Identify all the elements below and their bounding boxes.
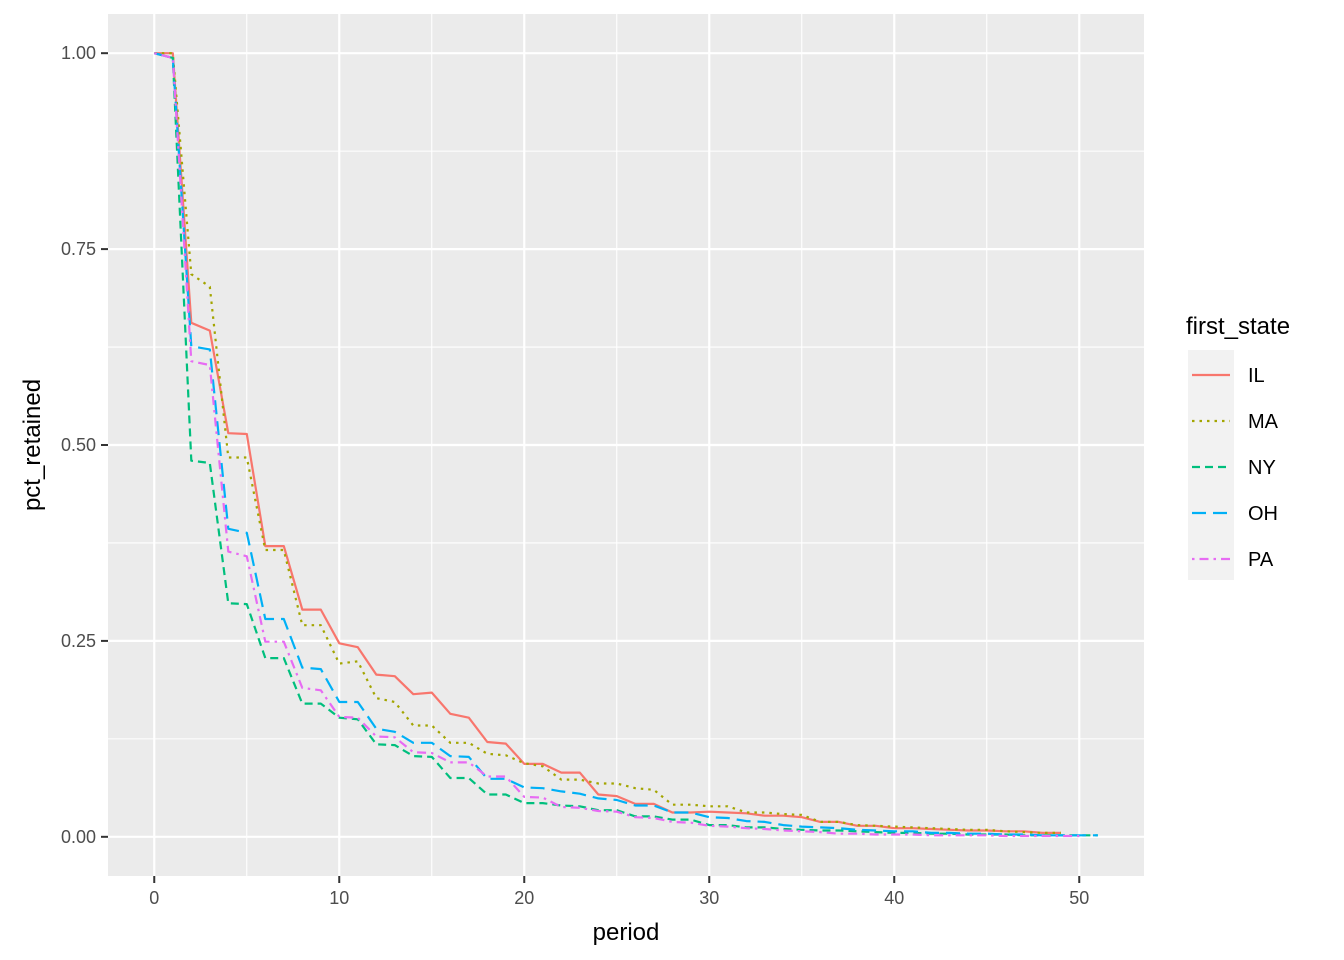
y-axis-ticks: 0.00 0.25 0.50 0.75 1.00: [61, 43, 108, 847]
legend-label-pa: PA: [1248, 549, 1274, 571]
series-line-il: [154, 52, 1061, 835]
x-axis-title: period: [593, 919, 660, 946]
legend-label-oh: OH: [1248, 503, 1278, 525]
y-tick-label: 1.00: [61, 43, 96, 63]
series-lines: [154, 52, 1098, 838]
x-tick-label: 40: [884, 888, 904, 908]
legend-key-background: [1188, 350, 1234, 580]
legend-label-ny: NY: [1248, 457, 1276, 479]
y-tick-label: 0.50: [61, 435, 96, 455]
y-axis-title: pct_retained: [19, 379, 46, 511]
x-tick-label: 30: [699, 888, 719, 908]
series-line-pa: [154, 52, 1080, 838]
y-tick-label: 0.00: [61, 827, 96, 847]
x-axis-ticks: 0 10 20 30 40 50: [149, 876, 1089, 908]
y-tick-label: 0.75: [61, 239, 96, 259]
legend-label-il: IL: [1248, 365, 1265, 387]
x-tick-label: 20: [514, 888, 534, 908]
y-tick-label: 0.25: [61, 631, 96, 651]
series-line-ny: [154, 52, 1098, 837]
x-tick-label: 10: [329, 888, 349, 908]
legend: first_state IL MA NY OH PA: [1186, 313, 1290, 580]
x-tick-label: 50: [1069, 888, 1089, 908]
grid-major: [108, 14, 1144, 876]
legend-title: first_state: [1186, 313, 1290, 340]
x-tick-label: 0: [149, 888, 159, 908]
legend-label-ma: MA: [1248, 411, 1279, 433]
series-line-oh: [154, 52, 1098, 837]
series-line-ma: [154, 52, 1061, 835]
legend-items: IL MA NY OH PA: [1192, 365, 1279, 571]
